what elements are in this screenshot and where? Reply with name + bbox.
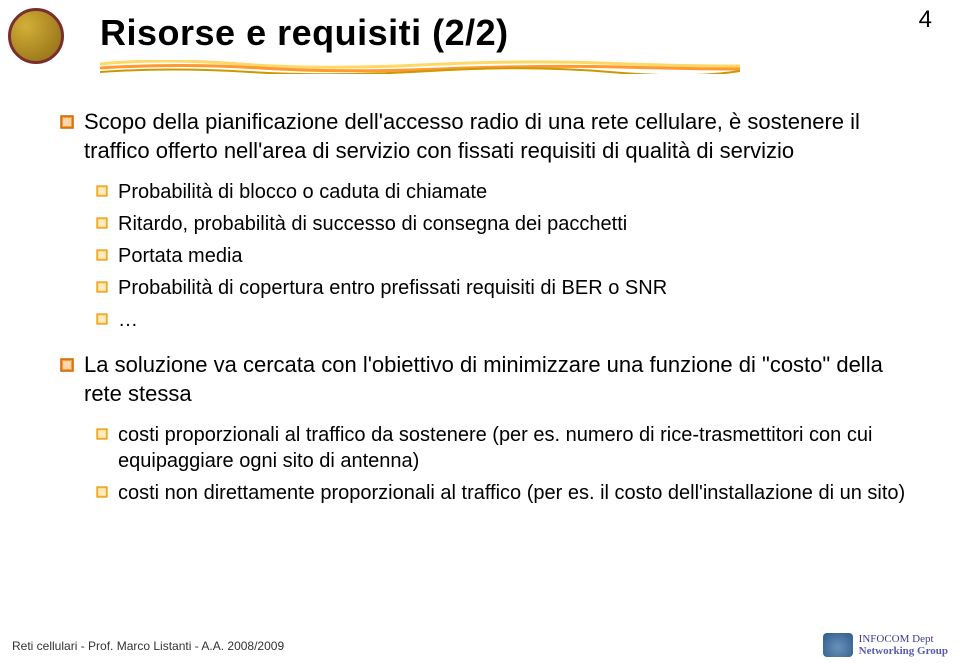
bullet-icon [60,115,74,129]
list-item: Portata media [96,243,910,269]
list-item-text: Probabilità di blocco o caduta di chiama… [118,179,487,205]
list-item-text: costi proporzionali al traffico da soste… [118,422,910,474]
list-item: Probabilità di copertura entro prefissat… [96,275,910,301]
list-item-text: La soluzione va cercata con l'obiettivo … [84,351,910,408]
footer-right-text: INFOCOM Dept Networking Group [859,633,948,657]
title-underline [100,60,740,74]
bullet-icon [96,428,108,440]
bullet-icon [96,249,108,261]
bullet-icon [96,486,108,498]
list-item: … [96,307,910,333]
page-number: 4 [919,6,932,34]
list-item-text: costi non direttamente proporzionali al … [118,480,905,506]
university-logo [8,8,64,64]
list-item: Probabilità di blocco o caduta di chiama… [96,179,910,205]
list-item: costi non direttamente proporzionali al … [96,480,910,506]
bullet-icon [96,281,108,293]
slide-title: Risorse e requisiti (2/2) [100,12,860,54]
list-item-text: … [118,307,138,333]
bullet-icon [96,313,108,325]
bullet-icon [96,185,108,197]
footer-right: INFOCOM Dept Networking Group [823,633,948,657]
footer-left: Reti cellulari - Prof. Marco Listanti - … [12,639,284,653]
list-item: Scopo della pianificazione dell'accesso … [60,108,910,165]
list-item: La soluzione va cercata con l'obiettivo … [60,351,910,408]
footer-group: Networking Group [859,645,948,657]
list-item-text: Portata media [118,243,243,269]
dept-logo-icon [823,633,853,657]
list-item: costi proporzionali al traffico da soste… [96,422,910,474]
content-area: Scopo della pianificazione dell'accesso … [60,108,910,524]
list-item: Ritardo, probabilità di successo di cons… [96,211,910,237]
list-item-text: Probabilità di copertura entro prefissat… [118,275,667,301]
bullet-icon [60,358,74,372]
footer-dept: INFOCOM Dept [859,633,948,645]
list-item-text: Ritardo, probabilità di successo di cons… [118,211,627,237]
bullet-icon [96,217,108,229]
list-item-text: Scopo della pianificazione dell'accesso … [84,108,910,165]
title-block: Risorse e requisiti (2/2) [100,12,860,79]
